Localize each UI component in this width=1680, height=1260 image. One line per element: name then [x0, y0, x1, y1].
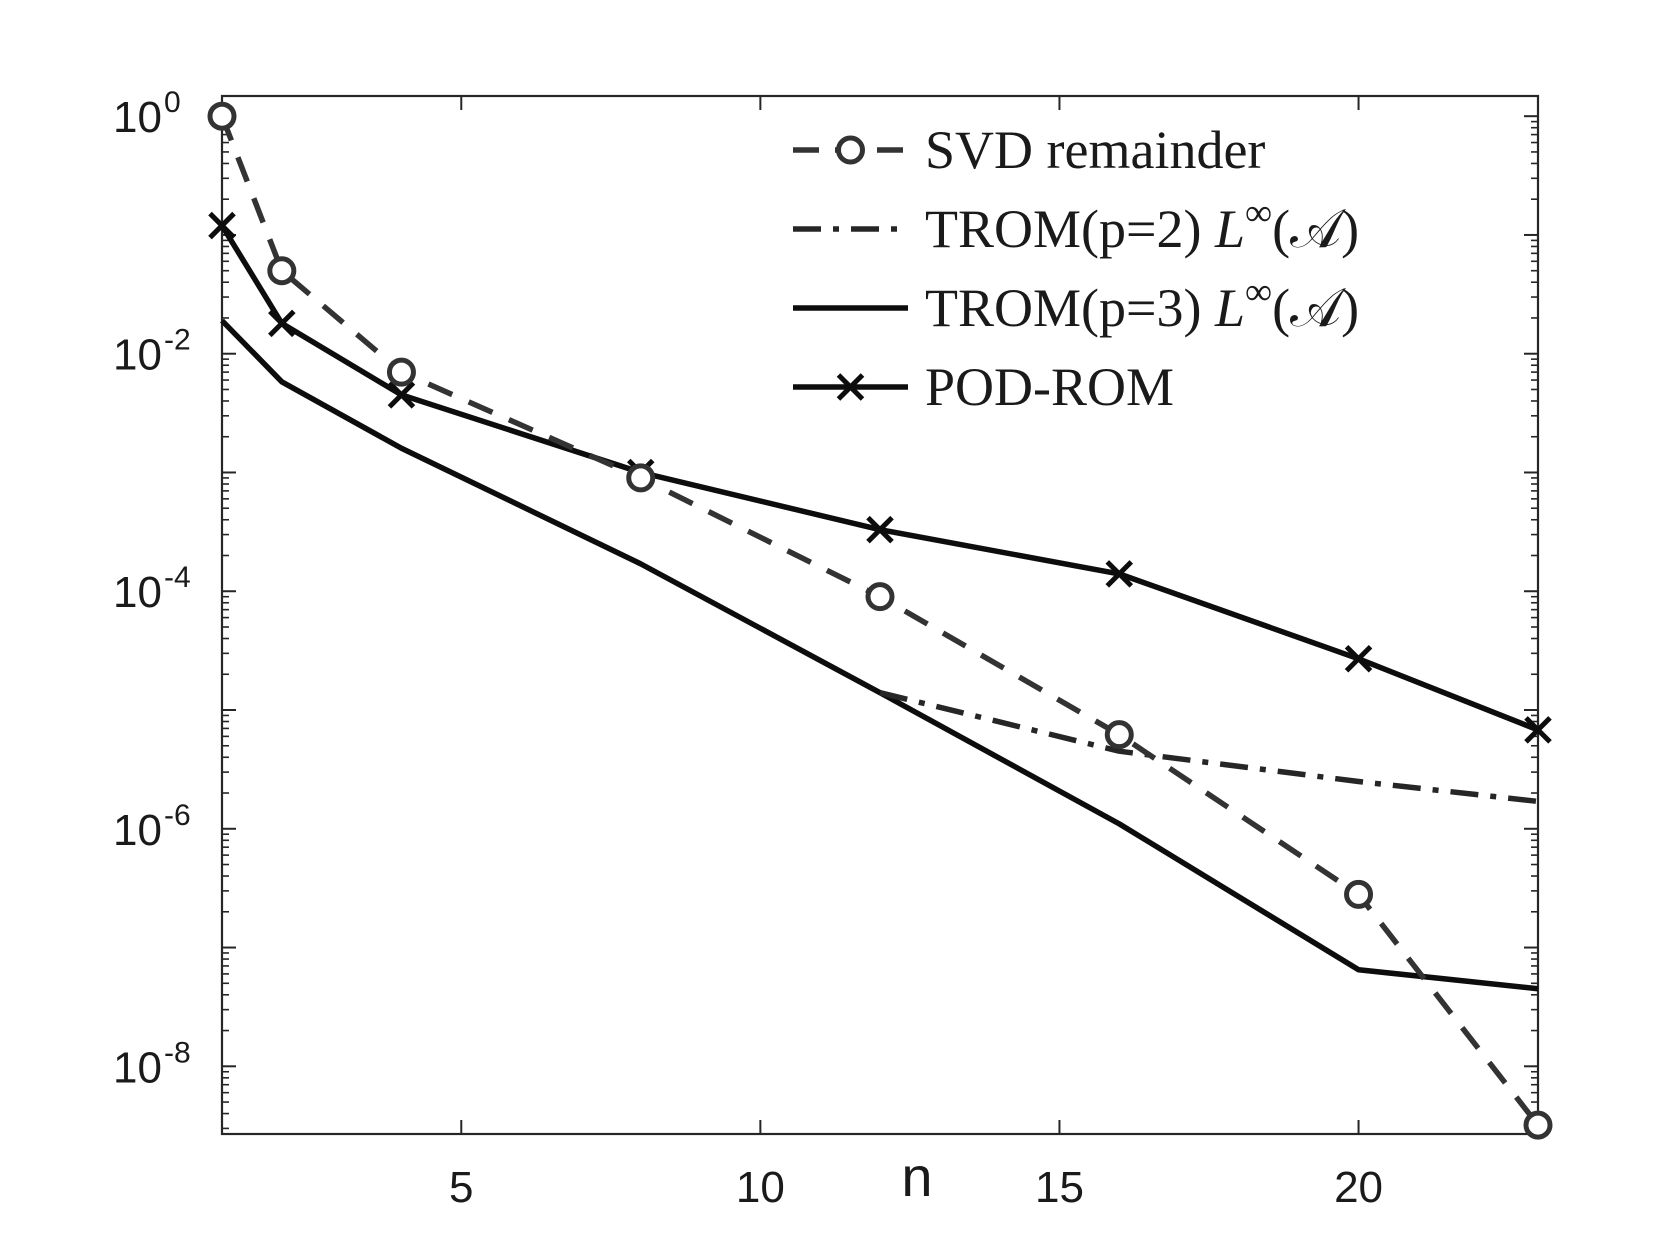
data-point-x — [208, 211, 236, 240]
y-tick-exponent: -6 — [164, 799, 191, 832]
legend-label: SVD remainder — [925, 120, 1265, 180]
x-marker-stroke — [836, 373, 865, 401]
legend-entry: POD-ROM — [793, 357, 1174, 417]
x-tick-label: 5 — [449, 1163, 473, 1212]
x-marker-stroke — [866, 515, 894, 544]
data-point-circle — [836, 135, 865, 165]
y-tick-label: 10 -6 — [113, 799, 191, 855]
data-point-circle — [386, 357, 416, 387]
y-tick-label: 10 -8 — [113, 1036, 191, 1092]
x-marker-stroke — [387, 381, 416, 409]
legend-label: POD-ROM — [925, 357, 1174, 417]
x-tick-label: 10 — [736, 1163, 785, 1212]
legend-entry: TROM(p=3) L∞(𝒜) — [793, 271, 1359, 338]
series-line — [879, 689, 1539, 805]
series-line — [219, 115, 1541, 1127]
data-point-circle — [1523, 1110, 1553, 1140]
series-trom-p-2-l-a- — [879, 689, 1539, 805]
data-point-circle — [1104, 720, 1134, 750]
plot-frame — [220, 94, 1540, 1136]
data-point-x — [1524, 716, 1552, 744]
data-point-x — [268, 309, 296, 338]
y-tick-base: 10 — [113, 331, 162, 380]
data-point-circle — [865, 582, 895, 612]
data-point-circle — [1344, 879, 1374, 909]
y-tick-exponent: 0 — [164, 86, 181, 119]
x-marker-stroke — [1105, 560, 1134, 588]
data-point-circle — [626, 463, 656, 493]
series-line — [220, 318, 1539, 992]
legend-entry: SVD remainder — [793, 120, 1265, 180]
x-marker-stroke — [1344, 645, 1373, 673]
legend-label: TROM(p=3) L∞(𝒜) — [925, 271, 1359, 338]
y-tick-label: 10 0 — [113, 86, 181, 142]
y-tick-label: 10 -2 — [113, 324, 191, 380]
x-marker-stroke — [208, 211, 236, 240]
data-point-x — [387, 381, 416, 409]
y-tick-base: 10 — [113, 568, 162, 617]
y-tick-exponent: -4 — [164, 561, 191, 594]
data-point-x — [1105, 560, 1134, 588]
data-point-x — [836, 373, 865, 401]
data-point-circle — [267, 256, 297, 286]
series-trom-p-3-l-a- — [220, 318, 1539, 992]
y-tick-base: 10 — [113, 93, 162, 142]
axes: 10 010 -210 -410 -610 -85 10 15 20 — [113, 86, 1540, 1212]
data-point-circle — [207, 101, 237, 131]
legend: SVD remainder TROM(p=2) L∞(𝒜) TROM(p=3) L∞… — [793, 120, 1359, 417]
data-point-x — [1344, 645, 1373, 673]
y-tick-base: 10 — [113, 1043, 162, 1092]
legend-entry: TROM(p=2) L∞(𝒜) — [793, 192, 1359, 259]
data-point-x — [866, 515, 894, 544]
y-tick-exponent: -8 — [164, 1036, 191, 1069]
series-svd-remainder — [207, 101, 1553, 1140]
x-axis-label: n — [901, 1145, 932, 1208]
x-marker-stroke — [268, 309, 296, 338]
x-tick-label: 15 — [1035, 1163, 1084, 1212]
series-line — [219, 224, 1540, 733]
x-marker-stroke — [1524, 716, 1552, 744]
series-pod-rom — [208, 211, 1552, 744]
y-tick-base: 10 — [113, 806, 162, 855]
legend-label: TROM(p=2) L∞(𝒜) — [925, 192, 1359, 259]
y-tick-exponent: -2 — [164, 324, 191, 357]
x-tick-label: 20 — [1334, 1163, 1383, 1212]
plot-area — [207, 101, 1553, 1140]
y-tick-label: 10 -4 — [113, 561, 191, 617]
